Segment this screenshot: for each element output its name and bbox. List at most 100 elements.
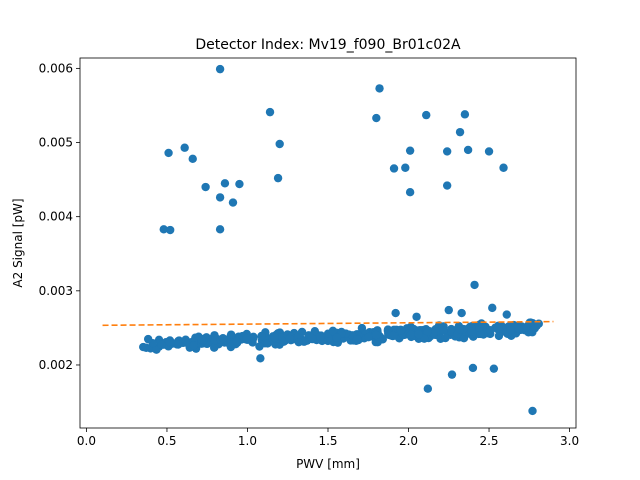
data-point: [422, 110, 431, 120]
plot-area: [80, 58, 576, 428]
data-point: [255, 342, 264, 351]
y-tick-label: 0.003: [39, 284, 73, 298]
data-point: [226, 330, 236, 339]
x-tick-label: 3.0: [560, 434, 579, 448]
y-tick-label: 0.005: [39, 136, 73, 150]
data-point: [391, 308, 400, 318]
data-point: [235, 179, 244, 189]
data-point: [484, 147, 494, 156]
data-point: [228, 198, 238, 207]
data-point: [447, 327, 456, 336]
data-point: [488, 303, 497, 313]
data-point: [307, 333, 316, 343]
data-point: [463, 145, 473, 155]
data-point: [218, 333, 228, 343]
data-point: [257, 331, 266, 341]
data-point: [455, 127, 465, 137]
data-point: [444, 305, 453, 315]
data-point: [265, 107, 275, 117]
data-point: [188, 154, 197, 164]
data-point: [494, 331, 504, 341]
data-point: [460, 110, 470, 119]
chart-title: Detector Index: Mv19_f090_Br01c02A: [195, 37, 461, 53]
fit-layer: [102, 320, 554, 327]
x-axis-label: PWV [mm]: [296, 457, 360, 471]
y-tick-label: 0.006: [39, 61, 73, 75]
data-point: [506, 325, 515, 335]
x-tick-label: 1.5: [318, 434, 337, 448]
data-point: [447, 370, 457, 379]
y-tick-label: 0.004: [39, 210, 73, 224]
y-axis-label: A2 Signal [pW]: [11, 198, 25, 287]
data-point: [442, 181, 452, 190]
data-point: [332, 333, 342, 342]
data-point: [442, 147, 452, 156]
data-point: [248, 334, 258, 343]
data-point: [165, 225, 175, 235]
x-tick-label: 2.0: [399, 434, 418, 448]
data-point: [364, 332, 373, 342]
x-tick-label: 1.0: [238, 434, 257, 448]
data-point: [467, 327, 476, 336]
data-point: [389, 331, 398, 340]
data-point: [423, 327, 432, 336]
data-point: [375, 84, 384, 93]
data-point: [215, 225, 225, 234]
data-point: [372, 113, 381, 123]
data-point: [405, 188, 415, 197]
data-point: [232, 337, 242, 346]
data-point: [215, 64, 225, 74]
data-point: [476, 329, 485, 339]
data-point: [273, 173, 283, 183]
data-point: [143, 334, 153, 344]
x-tick-label: 0.0: [77, 434, 96, 448]
data-point: [499, 163, 508, 172]
data-point: [157, 340, 166, 350]
data-point: [401, 163, 410, 172]
data-point: [165, 337, 174, 347]
fit-line: [102, 320, 554, 327]
data-point: [455, 325, 464, 334]
data-point: [485, 325, 495, 335]
data-point: [528, 406, 537, 416]
data-point: [414, 330, 423, 339]
data-point: [396, 325, 406, 335]
data-point: [316, 332, 325, 341]
data-point: [439, 326, 448, 335]
data-point: [405, 146, 415, 155]
y-axis: 0.002 0.003 0.004 0.005 0.006: [39, 61, 80, 372]
y-tick-label: 0.002: [39, 358, 73, 372]
points-layer: [139, 64, 543, 416]
data-point: [470, 280, 479, 290]
data-point: [521, 323, 530, 332]
data-point: [468, 363, 478, 373]
data-point: [489, 364, 499, 373]
data-point: [164, 148, 173, 158]
data-point: [285, 334, 295, 344]
data-point: [159, 225, 168, 234]
data-point: [294, 338, 303, 347]
data-point: [256, 354, 265, 363]
x-axis: 0.0 0.5 1.0 1.5 2.0 2.5 3.0: [77, 428, 579, 448]
x-tick-label: 0.5: [157, 434, 176, 448]
data-point: [373, 338, 382, 347]
data-point: [201, 182, 210, 192]
data-point: [310, 327, 320, 336]
data-point: [493, 324, 502, 334]
data-point: [352, 335, 362, 344]
data-point: [220, 179, 230, 188]
data-point: [406, 330, 415, 339]
data-point: [226, 342, 236, 352]
data-point: [502, 310, 511, 319]
data-point: [139, 342, 148, 352]
data-point: [209, 343, 219, 352]
data-point: [477, 319, 486, 328]
data-point: [242, 334, 252, 343]
data-point: [534, 319, 543, 328]
data-point: [457, 308, 466, 318]
data-point: [412, 312, 421, 321]
data-point: [174, 340, 183, 349]
data-point: [275, 139, 284, 149]
data-point: [215, 193, 225, 202]
data-point: [423, 384, 433, 393]
